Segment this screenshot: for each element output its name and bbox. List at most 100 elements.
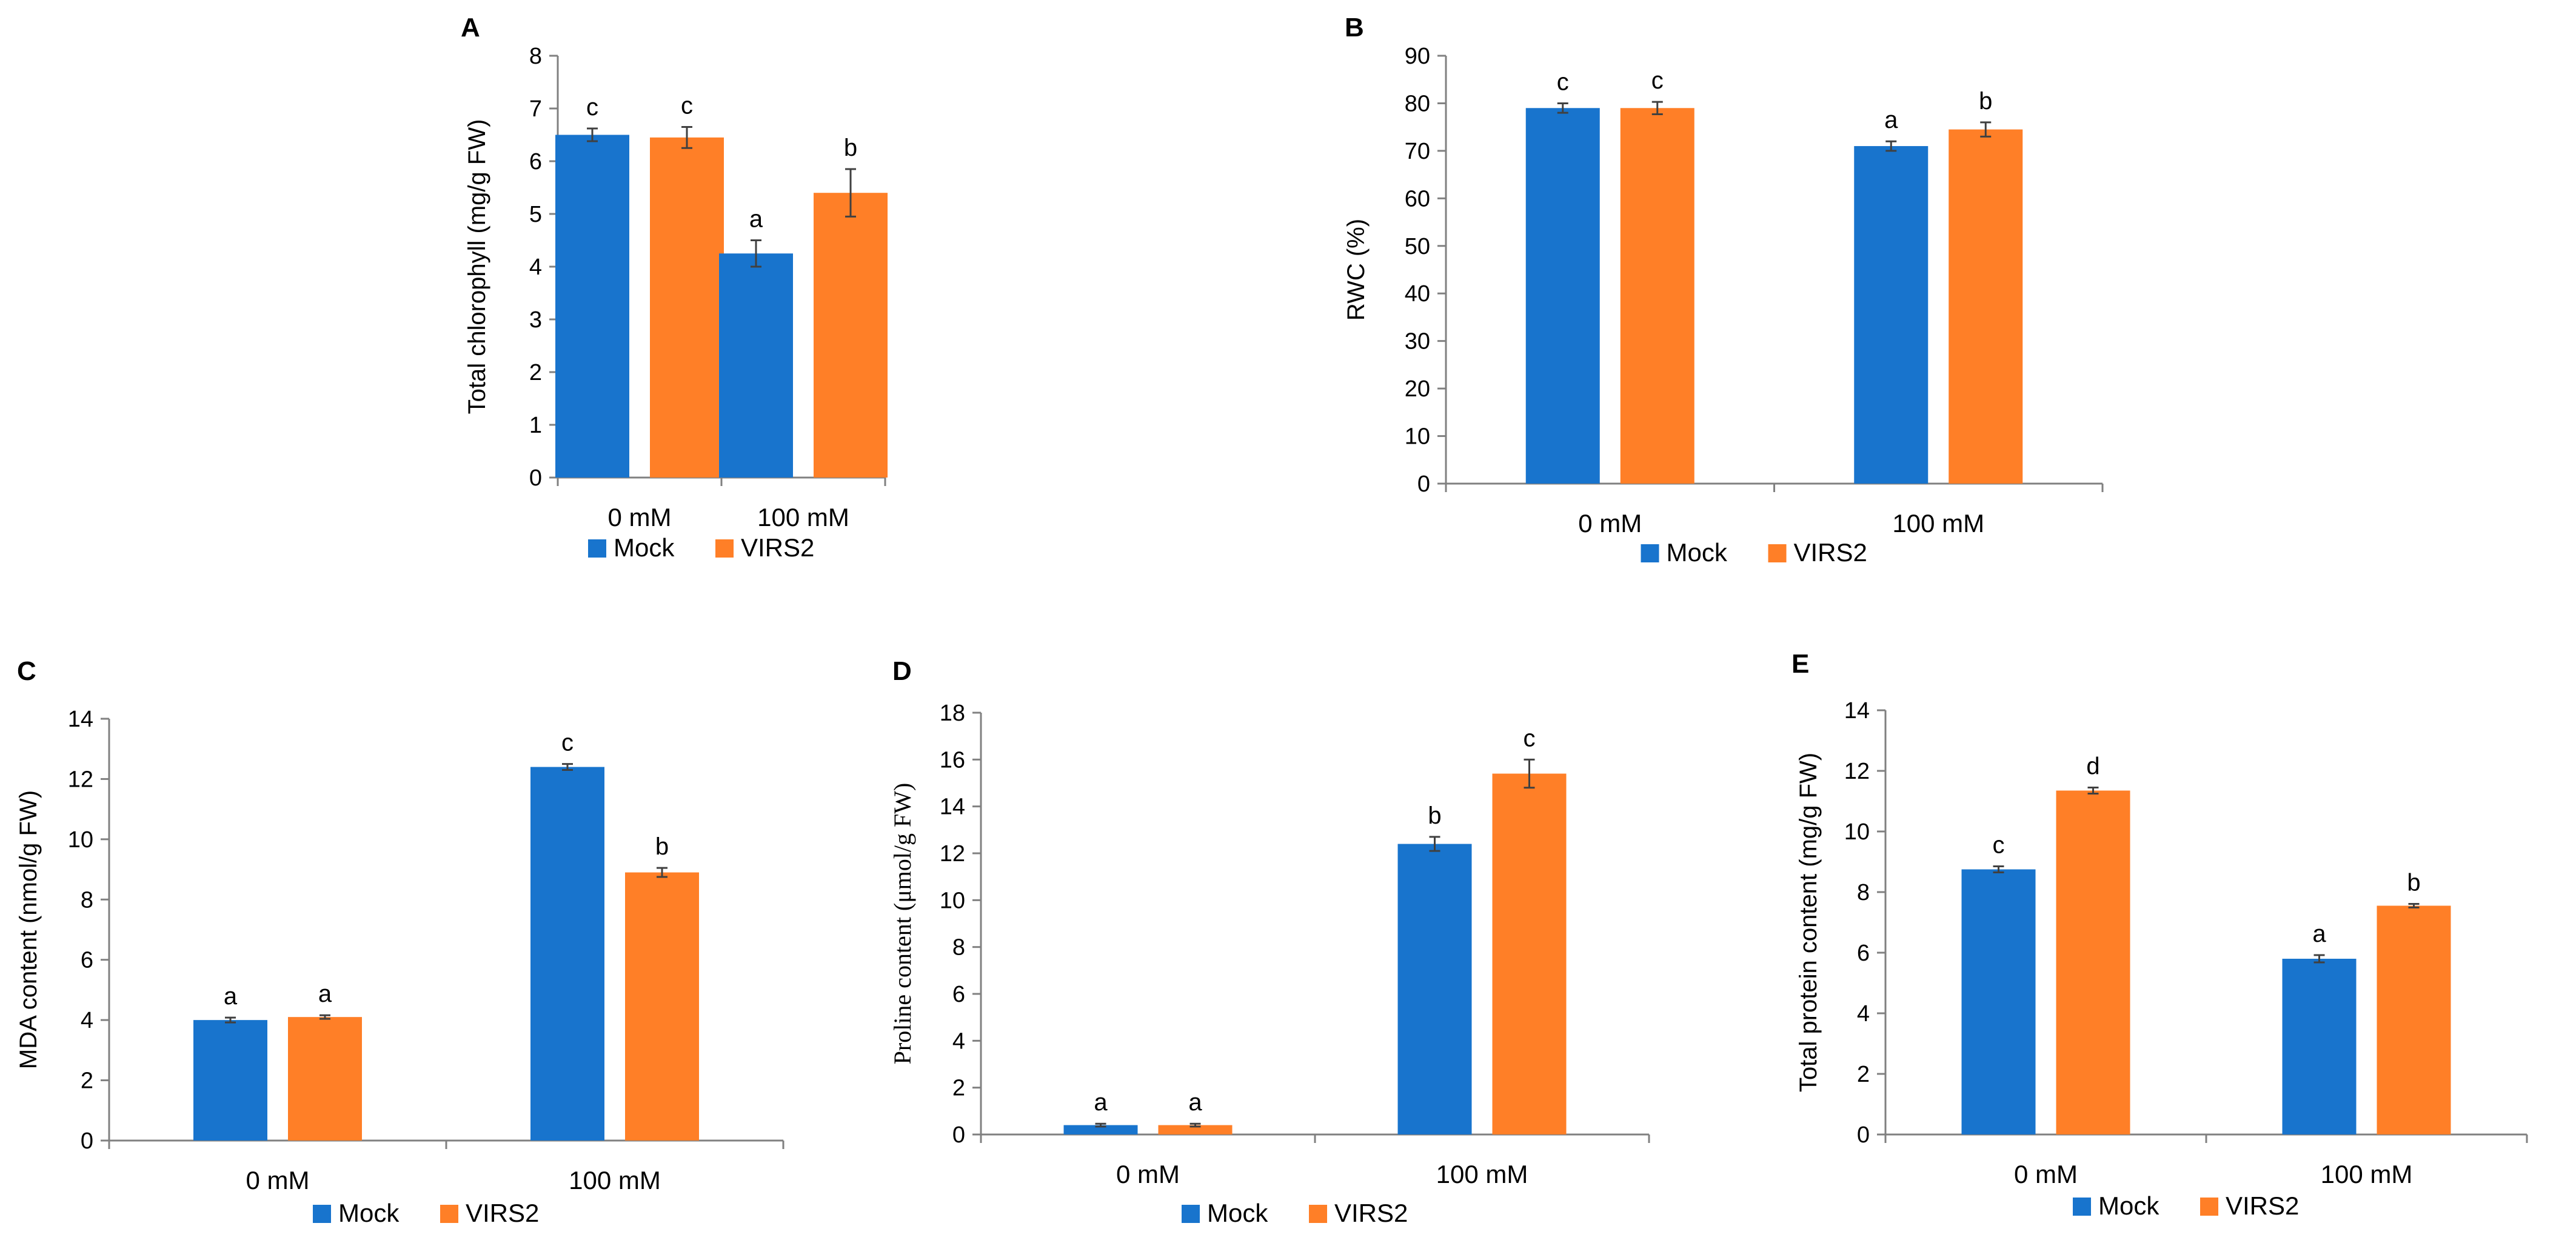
y-tick-label: 10 bbox=[1844, 819, 1870, 845]
legend-label: VIRS2 bbox=[1334, 1199, 1408, 1227]
panel-letter: D bbox=[892, 656, 912, 686]
bar-mock bbox=[1525, 108, 1600, 484]
chart-panel-a: A 0 1 2 3 4 5 6 7 8 Total chlorophyll (mg/g FW) 0 m… bbox=[461, 13, 888, 562]
x-category-label: 0 mM bbox=[246, 1166, 310, 1194]
bar-mock bbox=[1397, 844, 1472, 1134]
significance-label: b bbox=[2407, 870, 2420, 896]
y-tick-label: 20 bbox=[1405, 376, 1430, 402]
chart-panel-c: C 0 2 4 6 8 10 12 14 MDA content (nmol/g FW) 0 mM a… bbox=[15, 656, 785, 1227]
bar-mock bbox=[193, 1020, 267, 1141]
y-tick-label: 14 bbox=[68, 707, 93, 732]
y-tick-label: 4 bbox=[81, 1008, 93, 1033]
significance-label: b bbox=[1979, 88, 1992, 115]
y-tick-label: 10 bbox=[68, 827, 93, 853]
legend-swatch-mock bbox=[1182, 1205, 1200, 1223]
significance-label: c bbox=[1524, 725, 1536, 751]
y-tick-label: 7 bbox=[529, 96, 542, 122]
y-tick-label: 4 bbox=[529, 255, 542, 280]
x-category-label: 100 mM bbox=[1892, 509, 1984, 538]
x-category-label: 100 mM bbox=[2321, 1160, 2413, 1188]
panel-letter: A bbox=[461, 13, 480, 42]
bar-virs2 bbox=[1158, 1125, 1233, 1134]
x-category-label: 0 mM bbox=[2014, 1160, 2078, 1188]
y-tick-label: 6 bbox=[1857, 941, 1870, 966]
y-tick-label: 30 bbox=[1405, 329, 1430, 355]
significance-label: b bbox=[1428, 802, 1441, 829]
x-category-label: 100 mM bbox=[757, 503, 849, 531]
bar-mock bbox=[1961, 869, 2036, 1134]
y-tick-label: 2 bbox=[529, 360, 542, 385]
significance-label: c bbox=[1651, 67, 1664, 94]
legend-label: Mock bbox=[614, 533, 675, 562]
significance-label: c bbox=[681, 92, 693, 119]
y-tick-label: 12 bbox=[940, 841, 965, 867]
significance-label: b bbox=[655, 833, 669, 860]
y-tick-label: 10 bbox=[940, 888, 965, 913]
bar-virs2 bbox=[814, 193, 888, 478]
y-tick-label: 50 bbox=[1405, 234, 1430, 259]
bar-virs2 bbox=[288, 1017, 362, 1141]
y-tick-label: 60 bbox=[1405, 186, 1430, 212]
x-category-label: 100 mM bbox=[569, 1166, 661, 1194]
bar-mock bbox=[1854, 146, 1929, 484]
bar-virs2 bbox=[625, 872, 699, 1141]
x-category-label: 0 mM bbox=[608, 503, 672, 531]
y-tick-label: 3 bbox=[529, 307, 542, 333]
bar-virs2 bbox=[2056, 790, 2130, 1134]
y-tick-label: 2 bbox=[81, 1068, 93, 1094]
x-category-label: 100 mM bbox=[1436, 1160, 1528, 1188]
legend-label: Mock bbox=[1667, 538, 1728, 567]
panel-letter: E bbox=[1791, 649, 1809, 679]
legend-label: Mock bbox=[2098, 1191, 2159, 1220]
significance-label: c bbox=[1557, 68, 1569, 95]
y-tick-label: 18 bbox=[940, 701, 965, 726]
y-tick-label: 10 bbox=[1405, 424, 1430, 450]
bar-virs2 bbox=[2377, 905, 2451, 1134]
chart-panel-d: D 0 2 4 6 8 10 12 14 16 18 Proline content (μmol/g … bbox=[889, 656, 1650, 1227]
y-tick-label: 5 bbox=[529, 202, 542, 227]
y-tick-label: 14 bbox=[940, 795, 965, 820]
y-axis-label: Proline content (μmol/g FW) bbox=[889, 783, 916, 1065]
y-tick-label: 6 bbox=[952, 982, 965, 1007]
legend-swatch-mock bbox=[313, 1205, 331, 1223]
bar-mock bbox=[2282, 959, 2357, 1134]
bar-virs2 bbox=[1492, 773, 1567, 1134]
y-tick-label: 12 bbox=[68, 767, 93, 792]
y-axis-label: Total protein content (mg/g FW) bbox=[1795, 753, 1822, 1092]
significance-label: d bbox=[2086, 753, 2099, 780]
y-axis-label: MDA content (nmol/g FW) bbox=[15, 790, 42, 1069]
legend-label: Mock bbox=[1207, 1199, 1268, 1227]
legend-swatch-mock bbox=[2073, 1198, 2091, 1216]
y-tick-label: 0 bbox=[529, 465, 542, 491]
significance-label: a bbox=[224, 983, 238, 1010]
legend-label: VIRS2 bbox=[2226, 1191, 2299, 1220]
legend-swatch-virs2 bbox=[440, 1205, 458, 1223]
bar-mock bbox=[530, 767, 604, 1141]
y-axis-label: Total chlorophyll (mg/g FW) bbox=[464, 119, 490, 415]
chart-panel-b: B 0 10 20 30 40 50 60 70 80 90 RWC (%) 0 mM c c 100 mM a… bbox=[1343, 13, 2104, 567]
significance-label: a bbox=[1094, 1089, 1108, 1116]
x-category-label: 0 mM bbox=[1578, 509, 1642, 538]
significance-label: a bbox=[318, 981, 332, 1007]
significance-label: a bbox=[2312, 921, 2326, 947]
significance-label: a bbox=[1188, 1089, 1202, 1116]
bar-virs2 bbox=[1949, 129, 2023, 484]
y-tick-label: 4 bbox=[952, 1028, 965, 1054]
y-tick-label: 8 bbox=[1857, 880, 1870, 905]
legend-swatch-virs2 bbox=[1768, 544, 1787, 562]
y-tick-label: 70 bbox=[1405, 139, 1430, 164]
legend-label: VIRS2 bbox=[1794, 538, 1867, 567]
significance-label: a bbox=[1884, 107, 1898, 133]
y-tick-label: 6 bbox=[529, 149, 542, 175]
significance-label: c bbox=[586, 94, 598, 121]
legend-label: VIRS2 bbox=[741, 533, 814, 562]
y-tick-label: 90 bbox=[1405, 44, 1430, 69]
bar-mock bbox=[1063, 1125, 1138, 1134]
y-tick-label: 80 bbox=[1405, 91, 1430, 116]
panel-letter: B bbox=[1345, 13, 1364, 42]
bar-virs2 bbox=[650, 137, 724, 478]
legend-swatch-virs2 bbox=[2200, 1198, 2218, 1216]
y-tick-label: 0 bbox=[81, 1128, 93, 1154]
legend-swatch-mock bbox=[1641, 544, 1659, 562]
